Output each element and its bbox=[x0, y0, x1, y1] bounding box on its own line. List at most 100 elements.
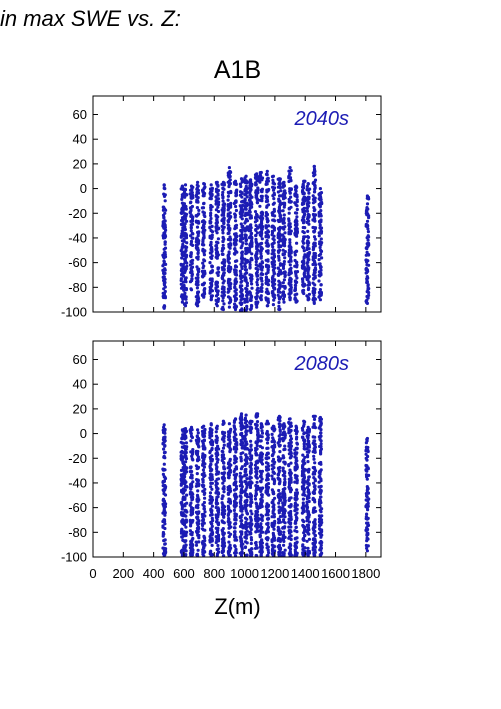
data-point bbox=[318, 288, 322, 292]
data-point bbox=[184, 525, 188, 529]
data-point bbox=[270, 474, 274, 478]
data-point bbox=[243, 227, 247, 231]
data-point bbox=[191, 536, 195, 541]
data-point bbox=[281, 466, 285, 470]
data-point bbox=[271, 178, 275, 182]
data-point bbox=[239, 495, 243, 500]
data-point bbox=[162, 183, 166, 187]
data-point bbox=[221, 252, 225, 256]
data-point bbox=[232, 238, 236, 242]
data-point bbox=[209, 537, 213, 541]
data-point bbox=[217, 447, 221, 451]
data-point bbox=[228, 448, 232, 453]
data-point bbox=[245, 195, 249, 199]
data-point bbox=[209, 298, 213, 302]
data-point bbox=[305, 196, 309, 201]
data-point bbox=[203, 491, 207, 495]
data-point bbox=[162, 475, 166, 479]
data-point bbox=[364, 209, 369, 213]
data-point bbox=[239, 457, 243, 461]
data-point bbox=[278, 201, 282, 205]
data-point bbox=[289, 537, 293, 542]
data-point bbox=[245, 284, 249, 288]
data-point bbox=[239, 280, 243, 284]
data-point bbox=[245, 304, 249, 308]
data-point bbox=[281, 202, 285, 206]
data-point bbox=[313, 461, 317, 465]
data-point bbox=[239, 459, 243, 463]
data-point bbox=[366, 286, 370, 290]
data-point bbox=[181, 441, 186, 445]
data-point bbox=[313, 237, 317, 241]
data-point bbox=[277, 177, 281, 181]
data-point bbox=[183, 475, 187, 479]
data-point bbox=[306, 287, 310, 292]
data-point bbox=[255, 510, 259, 514]
data-point bbox=[249, 467, 253, 471]
data-point bbox=[266, 452, 270, 456]
data-point bbox=[234, 474, 238, 478]
data-point bbox=[287, 179, 291, 184]
data-point bbox=[196, 495, 200, 499]
data-point bbox=[226, 194, 230, 198]
data-point bbox=[270, 444, 275, 449]
data-point bbox=[295, 530, 299, 534]
data-point bbox=[183, 521, 187, 525]
data-point bbox=[295, 292, 299, 296]
data-point bbox=[214, 244, 218, 248]
data-point bbox=[260, 504, 264, 509]
data-point bbox=[365, 219, 370, 223]
data-point bbox=[279, 498, 283, 502]
data-point bbox=[288, 187, 292, 191]
data-point bbox=[179, 549, 183, 553]
data-point bbox=[240, 266, 244, 271]
data-point bbox=[221, 247, 225, 252]
data-point bbox=[180, 253, 184, 257]
data-point bbox=[250, 294, 254, 299]
data-point bbox=[278, 263, 282, 267]
data-point bbox=[209, 216, 213, 221]
data-point bbox=[306, 460, 310, 464]
data-point bbox=[365, 236, 369, 240]
data-point bbox=[311, 248, 315, 252]
data-point bbox=[254, 228, 258, 232]
data-point bbox=[256, 278, 260, 282]
data-point bbox=[294, 249, 298, 253]
data-point bbox=[259, 170, 263, 175]
data-point bbox=[234, 273, 239, 277]
data-point bbox=[306, 439, 310, 443]
data-point bbox=[216, 237, 220, 241]
data-point bbox=[228, 178, 232, 182]
data-point bbox=[311, 298, 315, 302]
data-point bbox=[289, 513, 293, 517]
data-point bbox=[184, 253, 189, 257]
data-point bbox=[288, 496, 292, 500]
data-point bbox=[259, 285, 264, 290]
data-point bbox=[259, 497, 263, 501]
data-point bbox=[265, 249, 269, 253]
data-point bbox=[201, 236, 205, 240]
data-point bbox=[271, 533, 276, 537]
data-point bbox=[220, 261, 224, 265]
data-point bbox=[312, 447, 316, 451]
data-point bbox=[189, 532, 193, 536]
data-point bbox=[240, 217, 244, 221]
data-point bbox=[276, 266, 280, 270]
data-point bbox=[258, 502, 262, 506]
data-point bbox=[238, 234, 242, 238]
data-point bbox=[249, 178, 253, 182]
data-point bbox=[305, 447, 309, 451]
data-point bbox=[163, 242, 167, 246]
data-point bbox=[318, 245, 322, 250]
data-point bbox=[244, 536, 248, 540]
data-point bbox=[273, 549, 277, 553]
data-point bbox=[277, 307, 281, 312]
data-point bbox=[255, 423, 259, 427]
data-point bbox=[287, 248, 291, 252]
data-point bbox=[301, 453, 305, 457]
data-point bbox=[226, 513, 230, 518]
data-point bbox=[189, 213, 193, 217]
data-point bbox=[226, 198, 230, 202]
data-point bbox=[201, 444, 205, 448]
data-point bbox=[233, 521, 238, 526]
